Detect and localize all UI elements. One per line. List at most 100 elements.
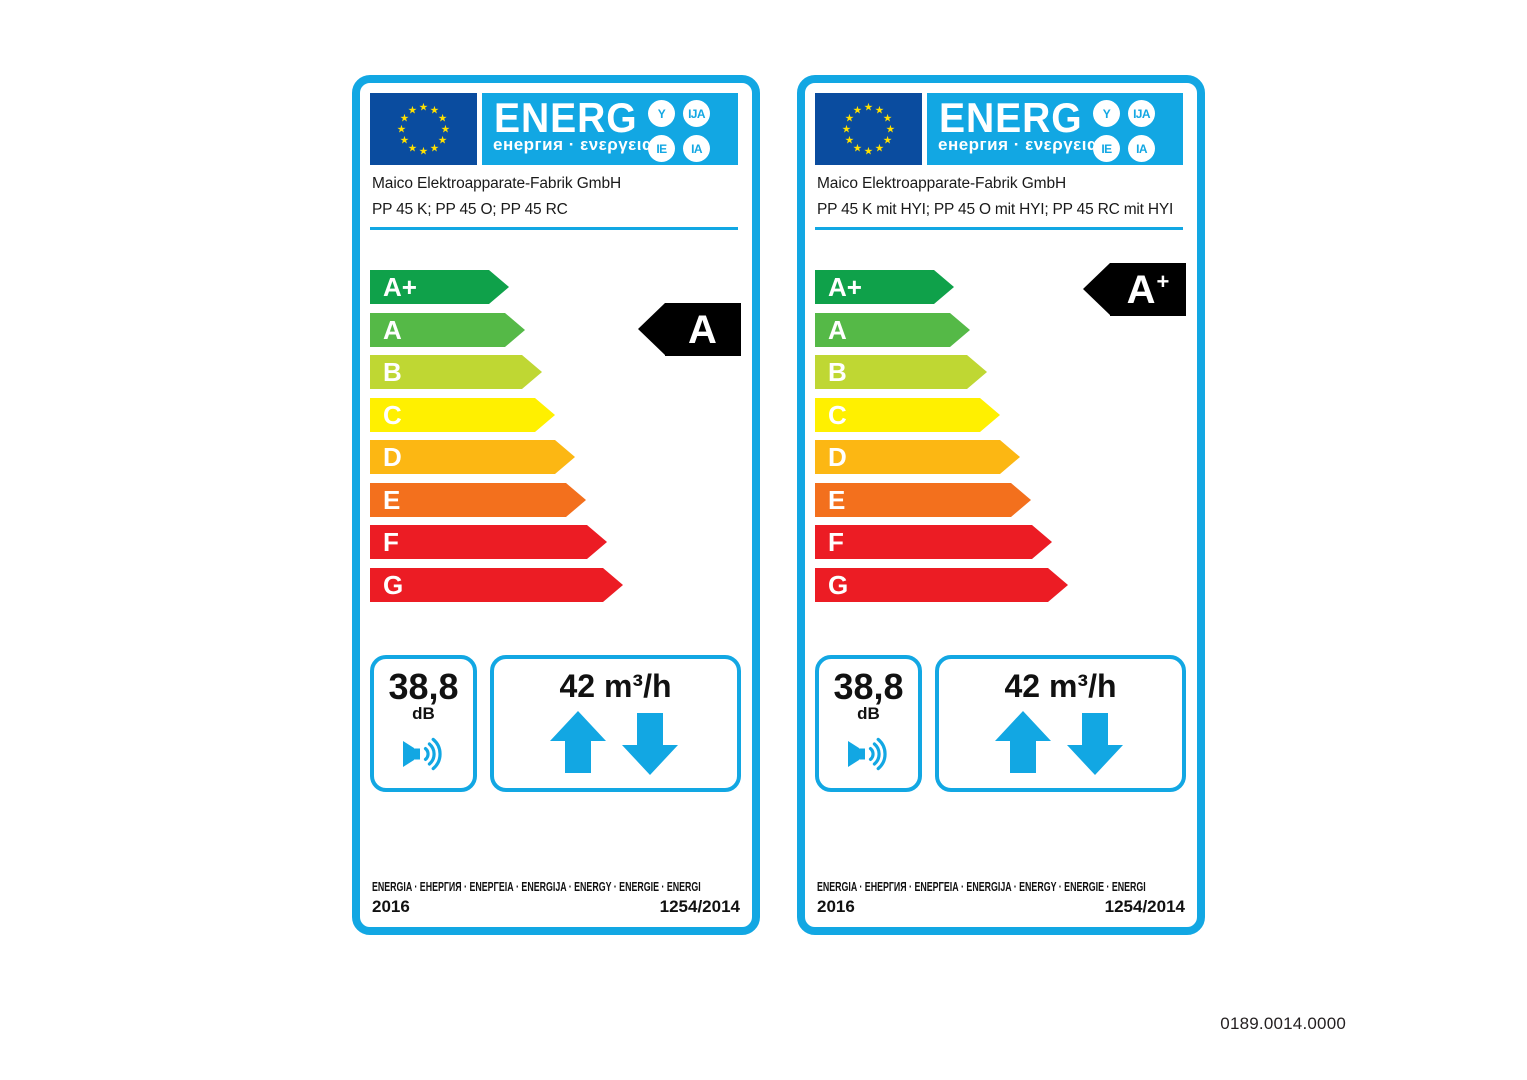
- footer-year: 2016: [372, 897, 410, 916]
- info-boxes: 38,8 dB 42 m³/h: [815, 655, 1186, 792]
- noise-value: 38,8: [833, 666, 904, 707]
- energ-wordmark: ENERG: [939, 94, 1083, 141]
- rating-arrow: A +: [1083, 263, 1186, 316]
- energ-wordmark: ENERG: [494, 94, 638, 141]
- svg-text:★: ★: [845, 135, 854, 147]
- header-gap: [922, 93, 927, 165]
- airflow-value: 42 m³/h: [1004, 668, 1117, 704]
- grade-label: B: [828, 357, 847, 387]
- noise-value: 38,8: [388, 666, 459, 707]
- rating-arrow-tip: [1083, 263, 1110, 315]
- arrow-down-icon: [1066, 713, 1123, 775]
- supplier-name: Maico Elektroapparate-Fabrik GmbH: [372, 175, 622, 192]
- suffix-circle-ie: IE: [1093, 135, 1120, 162]
- supply-exhaust-arrows-icon: [549, 709, 682, 782]
- arrow-up-icon: [549, 711, 606, 773]
- svg-text:★: ★: [397, 124, 406, 136]
- energ-subtitle: енергия · ενεργεια: [493, 135, 653, 154]
- energy-label-left: ★ ★ ★ ★ ★ ★ ★ ★ ★ ★ ★ ★ ENERG енергия · ενεργε…: [352, 75, 760, 935]
- footer-row: 2016 1254/2014: [372, 897, 740, 917]
- part-number: 0189.0014.0000: [1220, 1014, 1346, 1033]
- grade-label: F: [828, 527, 844, 557]
- efficiency-scale: A+ A B C D E F G: [370, 270, 623, 602]
- grade-label: D: [383, 442, 402, 472]
- footer-row: 2016 1254/2014: [817, 897, 1185, 917]
- footer-energy-words: ENERGIA · ЕНЕРГИЯ · ΕΝΕΡΓΕΙΑ · ENERGIJA …: [817, 879, 1146, 894]
- grade-label: A+: [383, 272, 417, 302]
- scale-arrow-b: B: [370, 355, 542, 389]
- svg-text:★: ★: [875, 105, 884, 117]
- grade-label: F: [383, 527, 399, 557]
- suffix-circle-y: Y: [1093, 100, 1120, 127]
- svg-text:★: ★: [853, 143, 862, 155]
- suffix-circle-ia: IA: [683, 135, 710, 162]
- svg-text:★: ★: [883, 135, 892, 147]
- svg-text:★: ★: [883, 113, 892, 125]
- label-header: ★ ★ ★ ★ ★ ★ ★ ★ ★ ★ ★ ★ ENERG енергия · ενεργε…: [815, 93, 1183, 165]
- footer-regulation: 1254/2014: [659, 897, 740, 916]
- grade-label: G: [383, 569, 404, 600]
- svg-text:★: ★: [842, 124, 851, 136]
- grade-label: A: [383, 314, 402, 345]
- scale-arrow-a: A: [815, 312, 970, 347]
- speaker-icon: [401, 733, 447, 780]
- eu-flag-icon: ★ ★ ★★ ★★ ★★ ★★ ★★: [815, 93, 922, 165]
- header-divider: [815, 227, 1183, 230]
- suffix-circle-ija: IJA: [1128, 100, 1155, 127]
- svg-text:★: ★: [853, 105, 862, 117]
- header-gap: [477, 93, 482, 165]
- svg-text:★: ★: [875, 143, 884, 155]
- rating-letter: A: [688, 307, 717, 352]
- grade-label: C: [828, 399, 847, 430]
- supply-exhaust-arrows-icon: [994, 709, 1127, 782]
- scale-arrow-c: C: [370, 397, 555, 432]
- noise-unit: dB: [857, 704, 880, 723]
- svg-text:★: ★: [419, 146, 428, 158]
- svg-text:★: ★: [441, 124, 450, 136]
- svg-text:★: ★: [845, 113, 854, 125]
- svg-text:★: ★: [430, 143, 439, 155]
- energ-logo-panel: ENERG енергия · ενεργεια Y IJA IE IA: [927, 93, 1183, 165]
- svg-text:★: ★: [438, 113, 447, 125]
- rating-arrow-body: A +: [1110, 263, 1186, 316]
- noise-box: 38,8 dB: [370, 655, 477, 792]
- svg-text:★: ★: [430, 105, 439, 117]
- grade-label: A: [828, 314, 847, 345]
- scale-arrow-d: D: [370, 440, 575, 474]
- noise-box: 38,8 dB: [815, 655, 922, 792]
- rating-arrow: A: [638, 303, 741, 356]
- language-suffix-circles: Y IJA IE IA: [648, 100, 710, 162]
- rating-arrow-body: A: [665, 303, 741, 356]
- model-name: PP 45 K; PP 45 O; PP 45 RC: [372, 201, 568, 218]
- energy-label-right: ★ ★ ★ ★ ★ ★ ★ ★ ★ ★ ★ ★ ENERG енергия · ενεργε…: [797, 75, 1205, 935]
- grade-label: E: [383, 484, 401, 515]
- suffix-circle-y: Y: [648, 100, 675, 127]
- svg-text:★: ★: [864, 102, 873, 114]
- scale-arrow-f: F: [370, 525, 607, 559]
- footer-regulation: 1254/2014: [1104, 897, 1185, 916]
- grade-label: B: [383, 357, 402, 387]
- energ-subtitle: енергия · ενεργεια: [938, 135, 1098, 154]
- noise-unit: dB: [412, 704, 435, 723]
- svg-text:★: ★: [438, 135, 447, 147]
- grade-label: E: [828, 484, 846, 515]
- footer-energy-words: ENERGIA · ЕНЕРГИЯ · ΕΝΕΡΓΕΙΑ · ENERGIJA …: [372, 879, 701, 894]
- scale-arrow-b: B: [815, 355, 987, 389]
- grade-label: C: [383, 399, 402, 430]
- info-boxes: 38,8 dB 42 m³/h: [370, 655, 741, 792]
- rating-plus: +: [1156, 268, 1170, 294]
- scale-arrow-e: E: [370, 482, 586, 517]
- suffix-circle-ia: IA: [1128, 135, 1155, 162]
- efficiency-scale: A+ A B C D E F G: [815, 270, 1068, 602]
- grade-label: A+: [828, 272, 862, 302]
- scale-arrow-c: C: [815, 397, 1000, 432]
- header-divider: [370, 227, 738, 230]
- svg-text:★: ★: [408, 143, 417, 155]
- svg-text:★: ★: [419, 102, 428, 114]
- svg-text:★: ★: [408, 105, 417, 117]
- arrow-down-icon: [621, 713, 678, 775]
- speaker-icon: [846, 733, 892, 780]
- airflow-box: 42 m³/h: [490, 655, 741, 792]
- airflow-box: 42 m³/h: [935, 655, 1186, 792]
